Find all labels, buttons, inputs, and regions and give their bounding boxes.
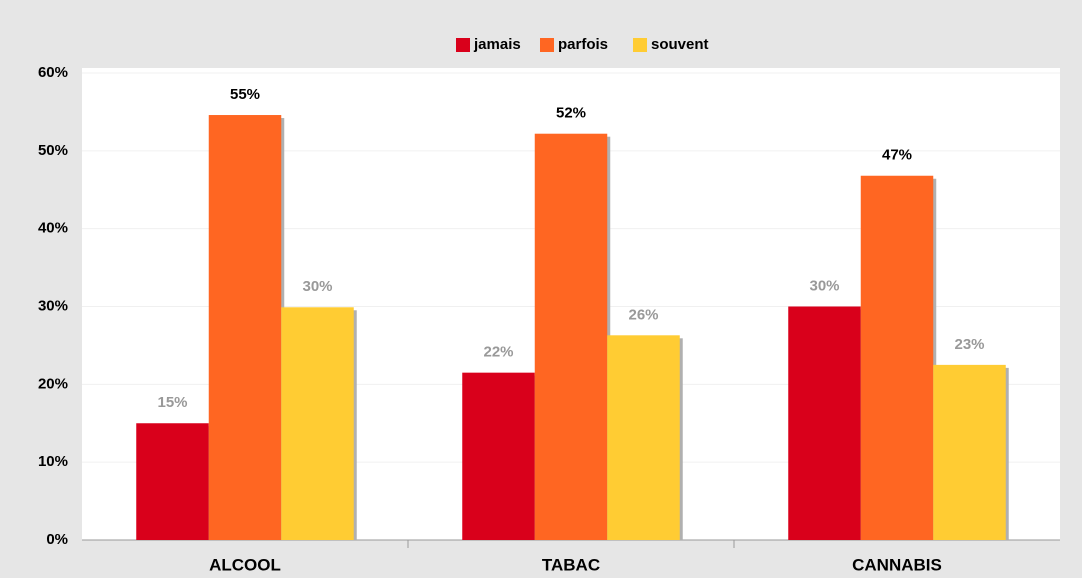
x-tick-label: TABAC bbox=[542, 555, 600, 574]
value-label: 23% bbox=[954, 336, 984, 353]
bar bbox=[788, 306, 861, 540]
value-label: 52% bbox=[556, 105, 586, 122]
y-tick-label: 10% bbox=[38, 453, 68, 470]
value-label: 55% bbox=[230, 86, 260, 103]
bar bbox=[136, 423, 209, 540]
bar bbox=[860, 175, 934, 541]
bar bbox=[462, 372, 535, 540]
bar bbox=[281, 307, 354, 540]
legend-label: souvent bbox=[651, 36, 709, 53]
y-tick-label: 60% bbox=[38, 64, 68, 81]
value-label: 30% bbox=[809, 277, 839, 294]
legend-swatch bbox=[540, 38, 554, 52]
x-tick-label: CANNABIS bbox=[852, 555, 942, 574]
x-tick-label: ALCOOL bbox=[209, 555, 281, 574]
value-label: 22% bbox=[483, 344, 513, 361]
legend-swatch bbox=[456, 38, 470, 52]
legend-swatch bbox=[633, 38, 647, 52]
y-tick-label: 0% bbox=[46, 531, 68, 548]
value-label: 15% bbox=[157, 394, 187, 411]
bar bbox=[534, 133, 608, 540]
value-label: 47% bbox=[882, 147, 912, 164]
y-tick-label: 20% bbox=[38, 375, 68, 392]
y-tick-label: 50% bbox=[38, 142, 68, 159]
bar bbox=[933, 364, 1006, 540]
y-tick-label: 30% bbox=[38, 297, 68, 314]
y-tick-label: 40% bbox=[38, 220, 68, 237]
value-label: 26% bbox=[628, 306, 658, 323]
bar bbox=[208, 115, 282, 540]
legend-label: parfois bbox=[558, 36, 608, 53]
legend-label: jamais bbox=[473, 36, 521, 53]
bar bbox=[607, 335, 680, 540]
value-label: 30% bbox=[302, 278, 332, 295]
